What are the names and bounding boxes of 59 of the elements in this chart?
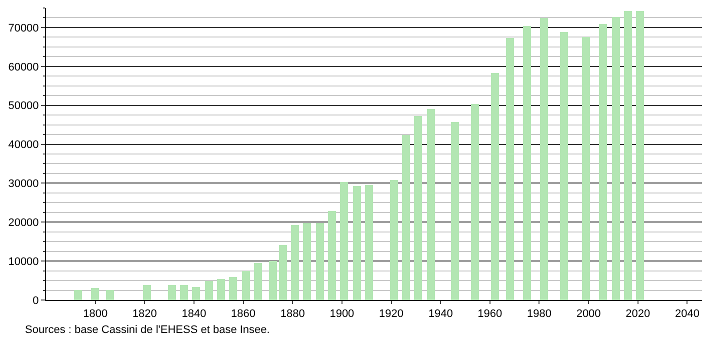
bar [523, 26, 531, 300]
x-tick-label: 1900 [330, 308, 354, 320]
bar [353, 186, 361, 300]
x-tick-label: 1840 [182, 308, 206, 320]
bar [402, 135, 410, 300]
bar [624, 11, 632, 300]
bar [192, 287, 200, 300]
bar [74, 290, 82, 300]
y-tick-label: 60000 [8, 61, 39, 74]
bar [560, 32, 568, 300]
bar [506, 38, 514, 300]
x-tick-label: 1860 [231, 308, 256, 320]
bar [582, 37, 590, 300]
source-note: Sources : base Cassini de l'EHESS et base Insee. [25, 324, 270, 336]
bar [491, 73, 499, 300]
bar [291, 225, 299, 300]
bar [451, 122, 459, 300]
x-tick-label: 2000 [576, 308, 601, 320]
y-tick-label: 70000 [8, 22, 39, 34]
bar [316, 223, 324, 300]
x-tick-label: 1920 [379, 308, 404, 320]
x-tick-label: 1800 [83, 308, 108, 320]
bar [540, 18, 548, 300]
bar [365, 185, 373, 300]
bar [91, 288, 99, 300]
bar [217, 279, 225, 300]
bar [599, 24, 607, 300]
bar [229, 277, 237, 300]
bar [303, 223, 311, 300]
bar [636, 11, 644, 300]
y-tick-label: 0 [32, 294, 39, 307]
x-tick-label: 1820 [132, 308, 157, 320]
bar [168, 285, 176, 300]
bar [328, 211, 336, 300]
bar [340, 182, 348, 300]
bar [254, 263, 262, 300]
y-tick-label: 20000 [8, 216, 39, 229]
x-tick-label: 1880 [280, 308, 305, 320]
bar [279, 245, 287, 300]
bar [390, 180, 398, 300]
x-tick-label: 1980 [526, 308, 552, 320]
bar [180, 285, 188, 300]
bar [205, 281, 213, 300]
bar [471, 104, 479, 300]
bar [106, 290, 114, 300]
y-tick-label: 10000 [8, 256, 39, 268]
y-tick-label: 50000 [8, 100, 39, 112]
bar [612, 17, 620, 300]
x-tick-label: 2040 [674, 308, 700, 320]
x-tick-label: 1940 [428, 308, 453, 320]
bar [143, 285, 151, 300]
bar [414, 116, 422, 300]
bar [427, 109, 435, 300]
bar [269, 261, 277, 300]
x-tick-label: 2020 [626, 308, 650, 320]
x-tick-label: 1960 [478, 308, 502, 320]
y-tick-label: 30000 [8, 178, 39, 190]
bar [242, 271, 250, 300]
y-tick-label: 40000 [8, 139, 39, 152]
